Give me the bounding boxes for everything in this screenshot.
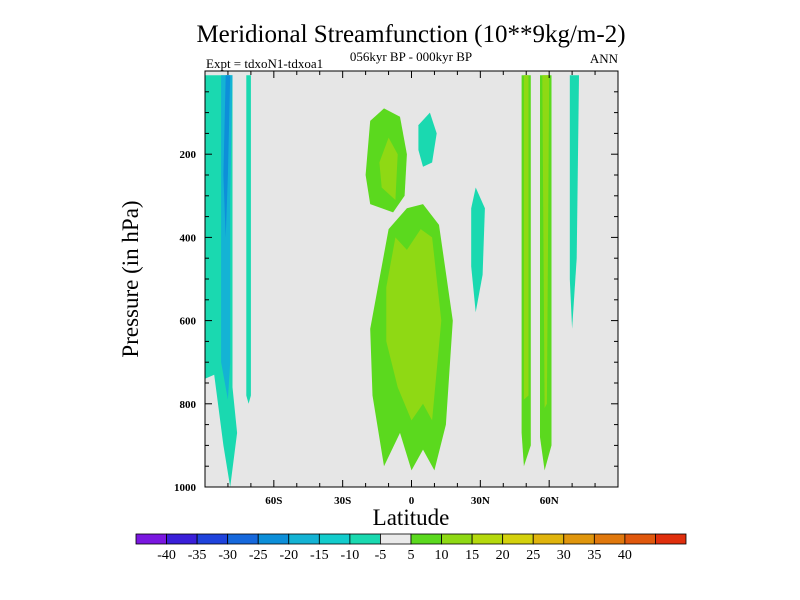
- experiment-label: Expt = tdxoN1-tdxoa1: [206, 56, 323, 71]
- x-tick-label: 30N: [471, 495, 490, 507]
- x-axis-label: Latitude: [373, 505, 450, 530]
- y-tick-label: 600: [180, 316, 197, 328]
- y-axis-label: Pressure (in hPa): [118, 200, 143, 357]
- colorbar-swatch: [624, 533, 656, 545]
- colorbar-label: -20: [279, 548, 298, 563]
- colorbar-swatch: [380, 533, 412, 545]
- colorbar-label: 35: [587, 548, 601, 563]
- colorbar-swatch: [563, 533, 595, 545]
- chart-subtitle: 056kyr BP - 000kyr BP: [350, 49, 472, 64]
- colorbar-label: 40: [618, 548, 632, 563]
- colorbar-swatch: [593, 533, 626, 545]
- colorbar-label: 5: [408, 548, 415, 563]
- colorbar-swatch: [196, 533, 229, 545]
- colorbar-label: -5: [375, 548, 387, 563]
- contour-region-eq-cyan: [418, 112, 437, 167]
- contour-region-sh-blue-inner: [223, 75, 231, 238]
- colorbar-label: -30: [218, 548, 237, 563]
- colorbar-label: -10: [341, 548, 360, 563]
- contour-region-nh30-cyan: [471, 187, 485, 313]
- colorbar-swatch: [441, 533, 473, 545]
- colorbar-swatch: [471, 533, 504, 545]
- colorbar-swatch: [257, 533, 290, 545]
- colorbar-swatch: [502, 533, 534, 545]
- colorbar-label: 10: [435, 548, 449, 563]
- colorbar-swatch: [288, 533, 320, 545]
- colorbar-label: 20: [496, 548, 510, 563]
- colorbar-swatch: [410, 533, 442, 545]
- y-tick-label: 200: [180, 149, 197, 161]
- x-tick-label: 30S: [334, 495, 351, 507]
- contour-region-south-lime: [379, 137, 398, 200]
- contour-region-main-lime: [386, 229, 442, 421]
- colorbar-swatch: [227, 533, 259, 545]
- contour-region-nh-lime-2: [542, 75, 550, 408]
- contour-region-nh-cyan-tip: [569, 75, 579, 329]
- colorbar-swatch: [166, 533, 198, 545]
- y-tick-label: 400: [180, 232, 197, 244]
- contour-region-nh-lime-1: [523, 75, 529, 400]
- colorbar: -40 -35 -30 -25 -20 -15 -10 -5 5 10 15 20 25 30 35 40: [135, 533, 687, 563]
- colorbar-swatch: [655, 533, 687, 545]
- contour-region-sh-second-band: [246, 75, 251, 404]
- x-tick-label: 60N: [540, 495, 559, 507]
- colorbar-label: 15: [465, 548, 479, 563]
- season-label: ANN: [590, 51, 619, 66]
- colorbar-swatch: [318, 533, 351, 545]
- x-tick-label: 60S: [265, 495, 282, 507]
- y-tick-label: 1000: [174, 482, 197, 494]
- chart-title: Meridional Streamfunction (10**9kg/m-2): [196, 21, 625, 48]
- x-tick-label: 0: [409, 495, 415, 507]
- colorbar-label: -15: [310, 548, 329, 563]
- colorbar-label: -40: [157, 548, 176, 563]
- contour-regions: [205, 75, 579, 487]
- colorbar-swatch: [135, 533, 167, 545]
- colorbar-swatch: [532, 533, 565, 545]
- colorbar-swatch: [349, 533, 381, 545]
- axis-ticks: 60S 30S 0 30N 60N 200 400 600 800 1000: [174, 71, 618, 507]
- colorbar-label: -25: [249, 548, 268, 563]
- colorbar-label: 30: [557, 548, 571, 563]
- y-tick-label: 800: [180, 399, 197, 411]
- colorbar-label: 25: [526, 548, 540, 563]
- colorbar-label: -35: [188, 548, 207, 563]
